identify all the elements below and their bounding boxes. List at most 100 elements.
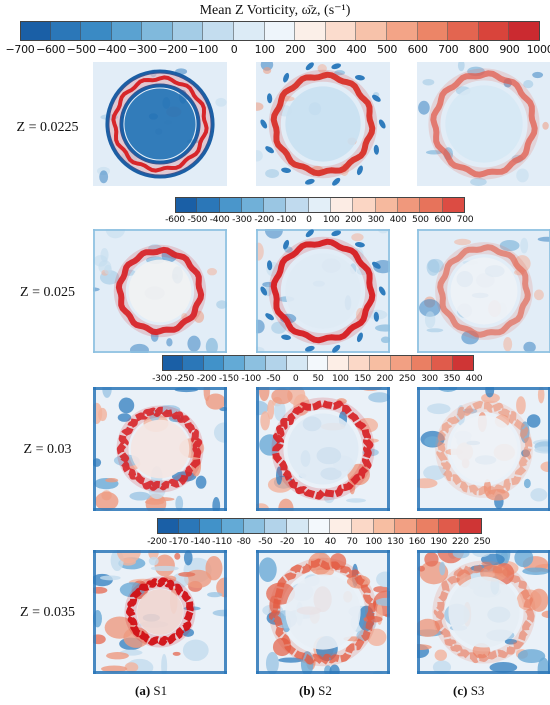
vorticity-blob: [262, 66, 272, 74]
shed-vortex-lobe: [354, 75, 365, 81]
shed-vortex-lobe: [281, 334, 292, 340]
vorticity-blob: [129, 343, 149, 353]
vorticity-blob: [98, 407, 108, 422]
colorbar-tick-label: 100: [331, 373, 349, 384]
colorbar-tick-label: 400: [389, 214, 407, 225]
vorticity-blob: [537, 657, 550, 674]
colorbar-tick-label: 400: [465, 373, 483, 384]
colorbar-cell: [245, 355, 266, 371]
vorticity-blob: [417, 618, 441, 637]
colorbar-cell: [509, 21, 540, 41]
vorticity-blob: [278, 657, 304, 663]
vorticity-blob: [145, 499, 165, 505]
colorbar-tick-label: 500: [412, 214, 429, 225]
colorbar-tick-label: 250: [398, 373, 416, 384]
colorbar-tick-label: −500: [66, 43, 96, 56]
wall-band: [417, 229, 550, 231]
colorbar-tick-label: 50: [312, 373, 324, 384]
core-region: [285, 253, 361, 329]
ring-halo: [435, 242, 533, 340]
shed-vortex-lobe: [378, 286, 386, 296]
colorbar-tick-label: 200: [285, 43, 306, 56]
wall-band: [93, 550, 227, 553]
wall-band: [417, 229, 419, 353]
shed-vortex-lobe: [332, 344, 341, 353]
vorticity-blob: [183, 550, 193, 566]
shed-vortex-lobe: [304, 345, 315, 352]
shed-vortex-lobe: [283, 72, 290, 83]
colorbar-row3: [162, 355, 474, 371]
ring-halo: [116, 405, 204, 493]
vorticity-blob: [432, 660, 452, 674]
vorticity-blob: [264, 229, 283, 239]
colorbar-cell: [307, 355, 329, 371]
colorbar-tick-label: -80: [236, 536, 251, 547]
vorticity-blob: [417, 644, 432, 651]
wall-band: [548, 550, 550, 674]
vorticity-blob: [346, 498, 366, 503]
colorbar-cell: [420, 197, 443, 213]
vorticity-blob: [207, 592, 223, 598]
shed-vortex-lobe: [267, 260, 273, 271]
vorticity-blob: [532, 71, 544, 79]
contour-map: [256, 62, 390, 186]
vorticity-blob: [503, 336, 513, 352]
vorticity-blob: [418, 100, 430, 115]
vorticity-panel: [93, 62, 227, 186]
positive-vorticity-ring: [430, 70, 538, 178]
shed-vortex-lobe: [260, 286, 268, 296]
vorticity-blob: [129, 491, 151, 501]
vorticity-blob: [150, 565, 179, 572]
colorbar-tick-label: -140: [190, 536, 211, 547]
colorbar-tick-label: −600: [36, 43, 66, 56]
vorticity-blob: [422, 78, 435, 86]
shed-vortex-lobe: [265, 146, 275, 154]
vorticity-blob: [99, 170, 109, 184]
colorbar-tick-label: 300: [367, 214, 385, 225]
colorbar-tick-label: 400: [346, 43, 367, 56]
colorbar-tick-label: 0: [230, 43, 238, 56]
contour-map: [256, 229, 390, 353]
positive-vorticity-ring: [437, 244, 531, 338]
vorticity-blob: [104, 264, 112, 275]
colorbar-tick-label: -150: [219, 373, 239, 384]
colorbar-cell: [162, 355, 183, 371]
vorticity-panel: [93, 229, 227, 353]
vorticity-blob: [195, 475, 207, 489]
shed-vortex-lobe: [371, 94, 381, 102]
shed-vortex-lobe: [332, 177, 341, 186]
vorticity-blob: [265, 168, 280, 178]
contour-map: [93, 62, 227, 186]
colorbar-tick-label: 150: [354, 373, 371, 384]
colorbar-cell: [178, 518, 201, 534]
vorticity-blob: [523, 80, 534, 89]
colorbar-cell: [369, 355, 391, 371]
core-region: [130, 419, 190, 479]
shed-vortex-lobe: [283, 239, 290, 250]
core-region: [124, 88, 196, 160]
vorticity-blob: [499, 240, 520, 252]
vorticity-blob: [106, 652, 129, 660]
wall-band: [417, 508, 550, 511]
shed-vortex-lobe: [305, 62, 314, 71]
colorbar-tick-label: 900: [499, 43, 520, 56]
vorticity-blob: [124, 662, 139, 673]
colorbar-cell: [241, 197, 265, 213]
vorticity-blob: [265, 651, 279, 674]
colorbar-tick-label: 0: [292, 373, 299, 384]
contour-map: [417, 387, 550, 511]
vorticity-blob: [93, 255, 108, 267]
colorbar-tick-label: −300: [127, 43, 157, 56]
colorbar-cell: [330, 518, 352, 534]
row-label-z025: Z = 0.025: [20, 285, 75, 300]
contour-map: [93, 387, 227, 511]
vorticity-blob: [271, 321, 287, 334]
colorbar-tick-label: 10: [303, 536, 315, 547]
vorticity-blob: [278, 498, 294, 511]
wall-band: [417, 387, 420, 511]
vorticity-blob: [216, 300, 227, 309]
colorbar-cell: [442, 197, 465, 213]
row-label-z03: Z = 0.03: [23, 442, 72, 457]
vorticity-blob: [259, 387, 270, 402]
shed-vortex-lobe: [305, 229, 314, 238]
